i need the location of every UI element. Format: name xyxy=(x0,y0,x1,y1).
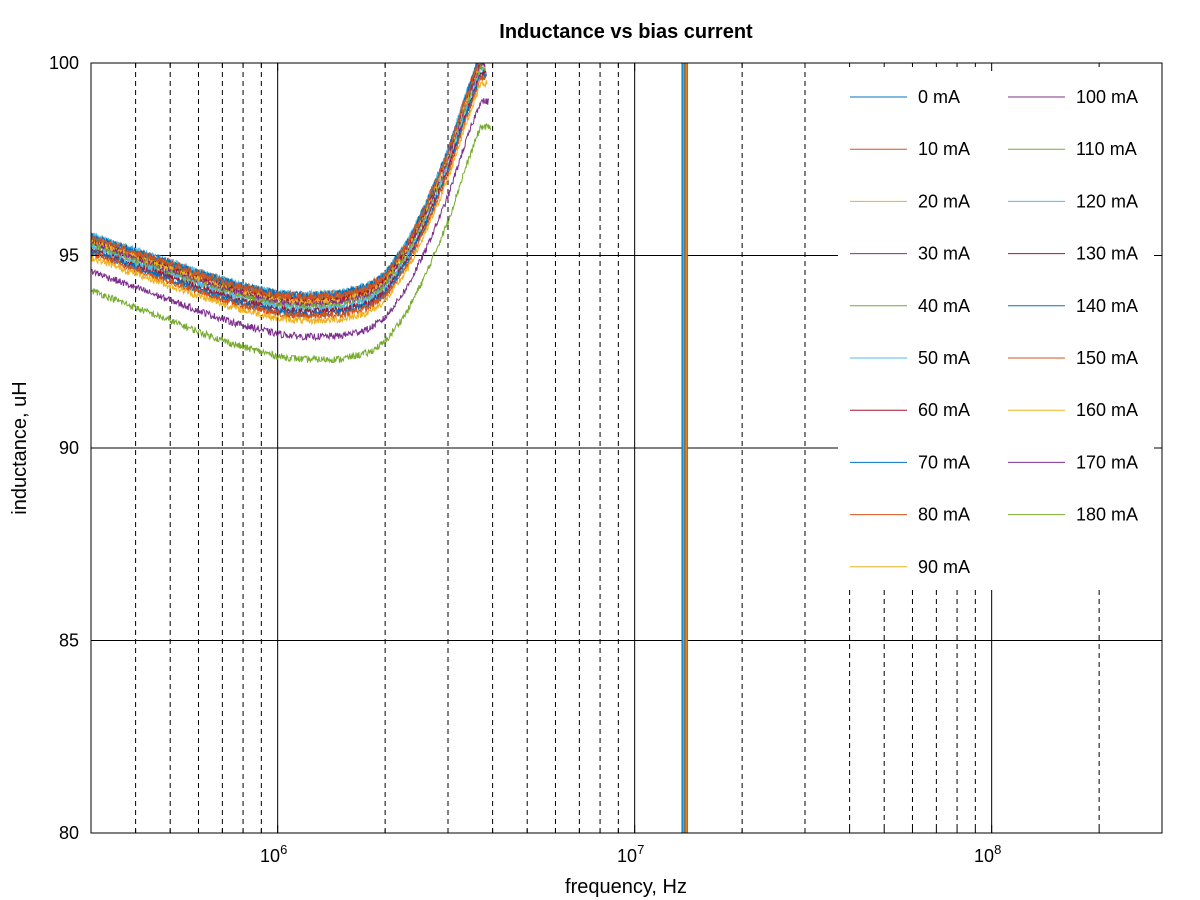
axis-ticks: 80 85 90 95 100 106 107 108 xyxy=(49,53,1162,866)
legend-label: 160 mA xyxy=(1076,400,1138,420)
plot-clip-group xyxy=(91,63,688,833)
legend-label: 120 mA xyxy=(1076,191,1138,211)
legend-label: 70 mA xyxy=(918,452,970,472)
series-line-170-mA xyxy=(91,98,490,342)
legend-label: 100 mA xyxy=(1076,87,1138,107)
legend-label: 40 mA xyxy=(918,296,970,316)
legend-label: 90 mA xyxy=(918,557,970,577)
legend-label: 80 mA xyxy=(918,505,970,525)
legend-label: 50 mA xyxy=(918,348,970,368)
series-line-140-mA xyxy=(91,72,487,319)
y-tick-label: 100 xyxy=(49,53,79,73)
legend-label: 110 mA xyxy=(1076,139,1137,159)
x-tick-label: 107 xyxy=(617,842,644,866)
y-tick-label: 95 xyxy=(59,246,79,266)
x-tick-label: 108 xyxy=(974,842,1001,866)
legend-label: 130 mA xyxy=(1076,244,1138,264)
y-axis-label: inductance, uH xyxy=(9,381,31,514)
y-tick-label: 85 xyxy=(59,631,79,651)
legend-label: 30 mA xyxy=(918,244,970,264)
legend: 0 mA 10 mA 20 mA 30 mA 40 mA 50 mA 60 mA 70 mA 8… xyxy=(850,87,1138,577)
legend-label: 150 mA xyxy=(1076,348,1138,368)
legend-label: 60 mA xyxy=(918,400,970,420)
legend-label: 20 mA xyxy=(918,191,970,211)
series-line-80-mA xyxy=(91,63,480,303)
series-line-180-mA xyxy=(91,123,492,364)
chart-title: Inductance vs bias current xyxy=(499,21,753,43)
y-tick-label: 80 xyxy=(59,823,79,843)
series-line-160-mA xyxy=(91,80,488,326)
legend-label: 10 mA xyxy=(918,139,970,159)
legend-label: 0 mA xyxy=(918,87,960,107)
legend-label: 180 mA xyxy=(1076,505,1138,525)
legend-label: 140 mA xyxy=(1076,296,1138,316)
x-tick-label: 106 xyxy=(260,842,287,866)
y-tick-label: 90 xyxy=(59,438,79,458)
legend-label: 170 mA xyxy=(1076,452,1138,472)
grid-layer xyxy=(91,63,1162,833)
x-axis-label: frequency, Hz xyxy=(565,876,687,898)
series-line-150-mA xyxy=(91,74,487,321)
